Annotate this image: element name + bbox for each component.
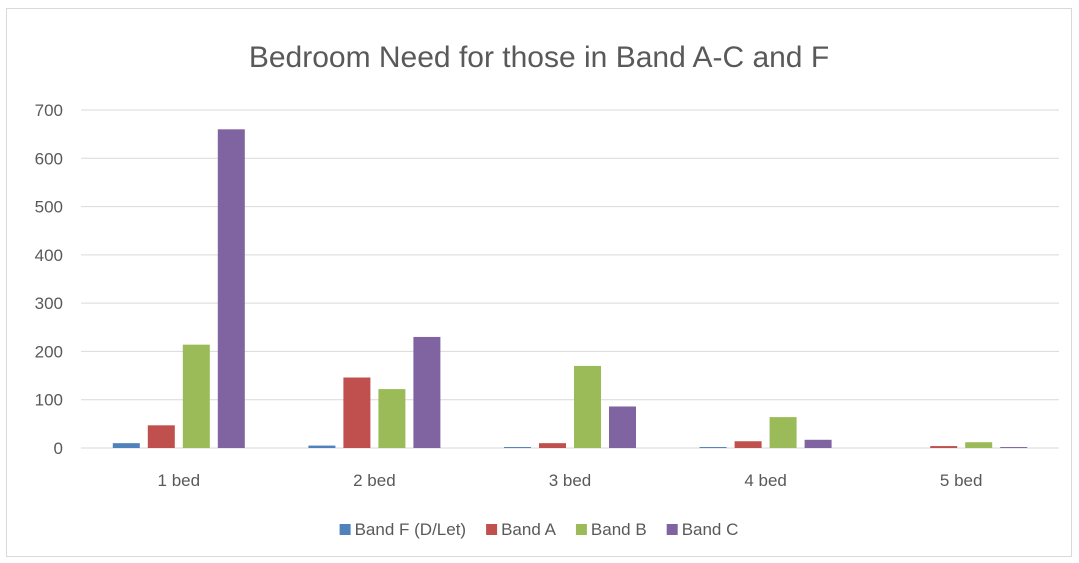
chart-frame: Bedroom Need for those in Band A-C and F… (6, 8, 1072, 557)
y-axis-tick-labels: 0 100 200 300 400 500 600 700 (35, 101, 63, 458)
bar-2-5 (930, 446, 958, 448)
bar-2-1 (147, 425, 175, 448)
bar-4-3 (609, 406, 636, 448)
x-tick-label: 1 bed (158, 471, 201, 490)
x-tick-label: 5 bed (940, 471, 983, 490)
bar-3-4 (769, 417, 797, 448)
x-tick-label: 2 bed (353, 471, 396, 490)
y-tick-label: 100 (35, 391, 63, 410)
bar-3-1 (182, 344, 210, 448)
bar-2-4 (734, 441, 762, 448)
bar-2-3 (539, 443, 566, 448)
bars (112, 129, 1028, 449)
bar-4-1 (217, 129, 245, 449)
legend-swatch-1 (339, 524, 351, 535)
legend-label-3: Band B (591, 520, 647, 539)
bar-4-2 (413, 336, 441, 448)
x-tick-label: 4 bed (744, 471, 787, 490)
y-tick-label: 500 (35, 198, 63, 217)
legend-label-2: Band A (501, 520, 556, 539)
bar-4-4 (804, 439, 832, 448)
bar-1-4 (699, 447, 727, 448)
bar-3-2 (378, 389, 406, 448)
bar-3-3 (574, 365, 601, 448)
legend-label-4: Band C (682, 520, 739, 539)
bar-2-2 (343, 377, 371, 448)
y-tick-label: 700 (35, 101, 63, 120)
legend-swatch-2 (486, 524, 498, 535)
y-tick-label: 600 (35, 149, 63, 168)
y-tick-label: 0 (54, 439, 63, 458)
x-axis-tick-labels: 1 bed 2 bed 3 bed 4 bed 5 bed (158, 471, 983, 490)
chart-title: Bedroom Need for those in Band A-C and F (249, 41, 829, 74)
bar-3-5 (965, 442, 993, 448)
bar-1-2 (308, 445, 336, 448)
legend-label-1: Band F (D/Let) (355, 520, 467, 539)
bar-1-3 (504, 447, 531, 448)
bar-chart: Bedroom Need for those in Band A-C and F… (35, 41, 1059, 539)
y-tick-label: 200 (35, 342, 63, 361)
y-tick-label: 300 (35, 294, 63, 313)
legend-swatch-4 (666, 524, 678, 535)
x-tick-label: 3 bed (549, 471, 592, 490)
legend-swatch-3 (575, 524, 587, 535)
y-tick-label: 400 (35, 246, 63, 265)
bar-4-5 (1000, 447, 1028, 448)
legend: Band F (D/Let) Band A Band B Band C (339, 520, 739, 539)
bar-1-1 (112, 443, 140, 448)
